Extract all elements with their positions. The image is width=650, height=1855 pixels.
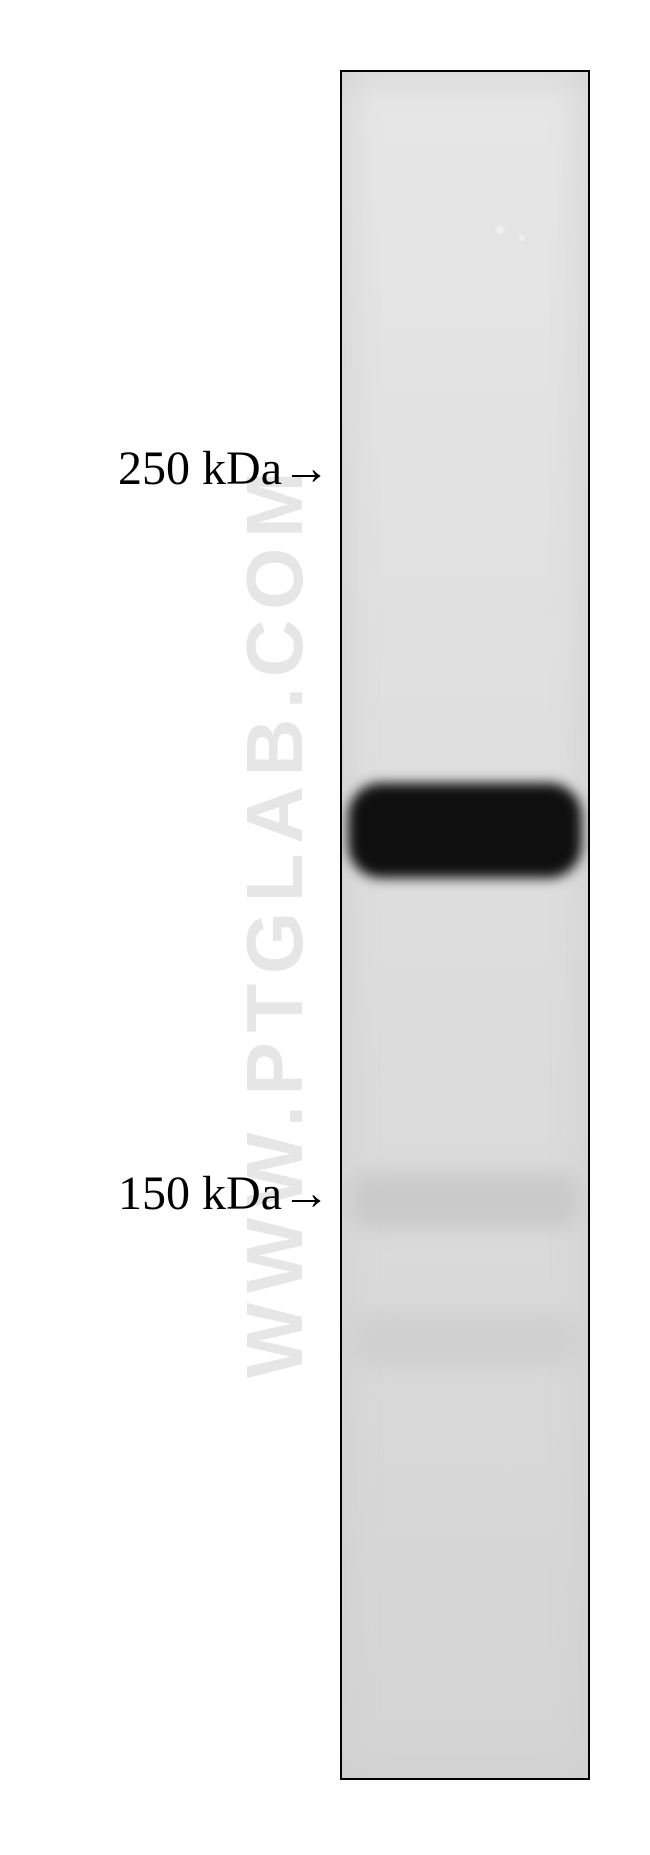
watermark-text: WWW.PTGLAB.COM: [229, 462, 321, 1378]
main-band: [348, 783, 582, 878]
lane-background: [342, 72, 588, 1778]
speck-0: [496, 226, 504, 234]
marker-250kda: 250 kDa→: [0, 441, 330, 496]
blot-lane: [342, 72, 588, 1778]
faint-band-lower: [356, 1315, 574, 1365]
faint-band-150: [352, 1173, 578, 1228]
speck-1: [519, 235, 525, 241]
marker-150kda: 150 kDa→: [0, 1166, 330, 1221]
